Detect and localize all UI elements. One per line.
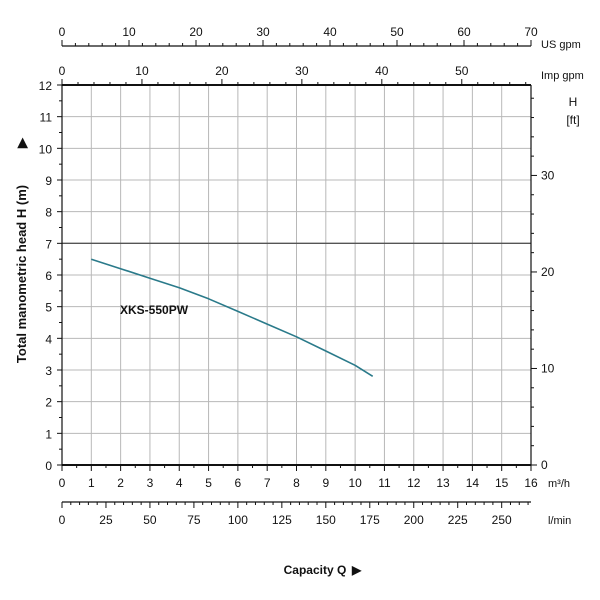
imp-gpm-tick-label: 50 (455, 64, 469, 78)
x-tick-label: 8 (293, 476, 300, 490)
y-tick-label: 3 (45, 364, 52, 378)
lmin-tick-label: 200 (404, 513, 424, 527)
y-tick-label: 9 (45, 174, 52, 188)
y-axis-arrow: ▶ (14, 137, 29, 149)
ft-tick-label: 30 (541, 168, 555, 182)
y-tick-label: 0 (45, 459, 52, 473)
us-gpm-tick-label: 0 (59, 25, 66, 39)
m3h-unit: m³/h (548, 478, 570, 490)
ft-tick-label: 20 (541, 265, 555, 279)
ft-tick-label: 0 (541, 458, 548, 472)
right-axis-unit-ft: [ft] (566, 113, 579, 127)
us-gpm-tick-label: 50 (390, 25, 404, 39)
grid (61, 84, 532, 466)
lmin-tick-label: 0 (59, 513, 66, 527)
us-gpm-tick-label: 60 (457, 25, 471, 39)
x-tick-label: 13 (436, 476, 450, 490)
y-tick-label: 6 (45, 269, 52, 283)
y-tick-label: 7 (45, 237, 52, 251)
y-tick-label: 4 (45, 332, 52, 346)
lmin-tick-label: 50 (143, 513, 157, 527)
imp-gpm-tick-label: 0 (59, 64, 66, 78)
x-axis-label: Capacity Q (284, 563, 347, 577)
us-gpm-axis: 0 10 20 30 40 50 60 70 (59, 25, 538, 47)
y-tick-label: 11 (40, 111, 53, 125)
x-tick-label: 12 (407, 476, 421, 490)
x-tick-label: 2 (117, 476, 124, 490)
x-axis-lmin: 0 25 50 75 100 125 150 175 200 225 250 (59, 501, 531, 527)
x-tick-label: 11 (378, 476, 391, 490)
imp-gpm-axis: 0 10 20 30 40 50 (59, 64, 527, 86)
y-tick-label: 1 (45, 427, 52, 441)
right-axis-unit-h: H (569, 95, 578, 109)
us-gpm-tick-label: 70 (524, 25, 538, 39)
lmin-tick-label: 100 (228, 513, 248, 527)
lmin-tick-label: 250 (492, 513, 512, 527)
lmin-tick-label: 75 (187, 513, 201, 527)
lmin-tick-label: 125 (272, 513, 292, 527)
imp-gpm-unit: Imp gpm (541, 70, 584, 82)
imp-gpm-tick-label: 40 (375, 64, 389, 78)
y-tick-label: 5 (45, 301, 52, 315)
us-gpm-tick-label: 30 (256, 25, 270, 39)
lmin-tick-label: 25 (99, 513, 113, 527)
ft-tick-label: 10 (541, 361, 555, 375)
imp-gpm-tick-label: 30 (295, 64, 309, 78)
x-tick-label: 5 (205, 476, 212, 490)
lmin-tick-label: 175 (360, 513, 380, 527)
x-tick-label: 9 (322, 476, 329, 490)
x-tick-label: 15 (495, 476, 509, 490)
y-axis-feet: 0 10 20 30 (531, 97, 555, 472)
x-tick-label: 1 (88, 476, 95, 490)
y-tick-label: 8 (45, 206, 52, 220)
imp-gpm-tick-label: 20 (215, 64, 229, 78)
x-axis-m3h: 0 1 2 3 4 5 6 7 8 9 10 11 12 13 14 15 16 (59, 465, 538, 490)
y-tick-label: 12 (39, 79, 53, 93)
us-gpm-tick-label: 10 (122, 25, 136, 39)
imp-gpm-tick-label: 10 (135, 64, 149, 78)
x-tick-label: 3 (147, 476, 154, 490)
x-tick-label: 6 (235, 476, 242, 490)
series-label-xks-550pw: XKS-550PW (120, 303, 189, 317)
y-tick-label: 2 (45, 396, 52, 410)
series (91, 258, 374, 377)
x-tick-label: 16 (524, 476, 538, 490)
x-axis-arrow: ▶ (351, 563, 362, 577)
x-tick-label: 10 (348, 476, 362, 490)
us-gpm-tick-label: 20 (189, 25, 203, 39)
y-tick-label: 10 (39, 142, 53, 156)
lmin-tick-label: 150 (316, 513, 336, 527)
x-tick-label: 4 (176, 476, 183, 490)
series-line-0 (91, 258, 374, 377)
lmin-tick-label: 225 (448, 513, 468, 527)
x-tick-label: 7 (264, 476, 271, 490)
lmin-unit: l/min (548, 515, 571, 527)
x-tick-label: 0 (59, 476, 66, 490)
x-tick-label: 14 (466, 476, 480, 490)
y-axis-label: Total manometric head H (m) (14, 185, 29, 363)
us-gpm-unit: US gpm (541, 39, 581, 51)
us-gpm-tick-label: 40 (323, 25, 337, 39)
